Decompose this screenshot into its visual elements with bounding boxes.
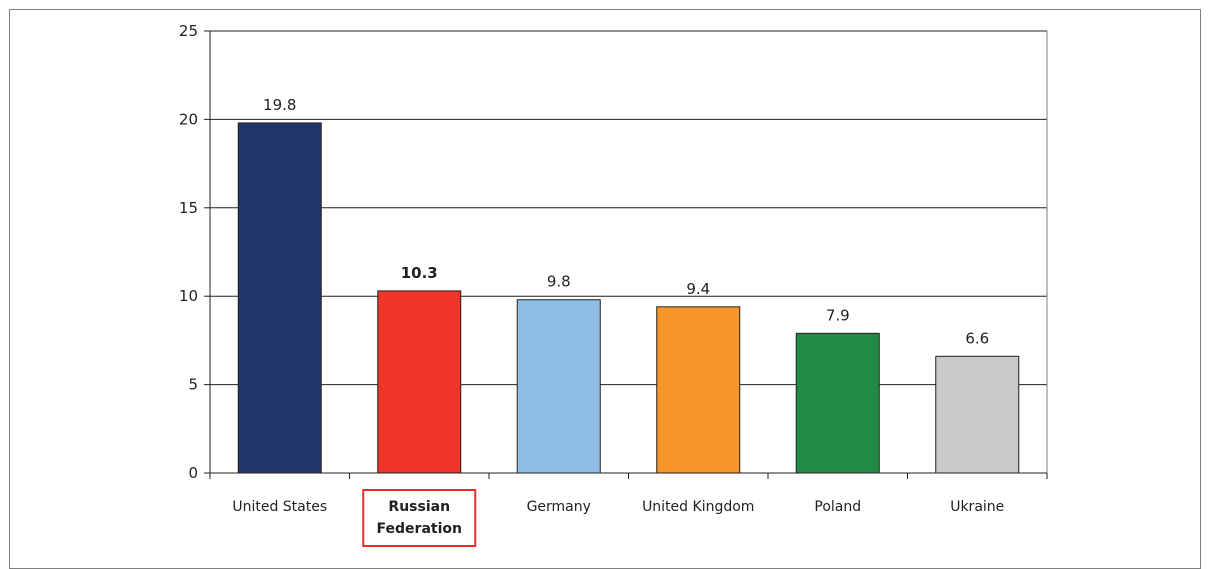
bar-united-states (237, 122, 322, 474)
bar-russian-federation (377, 290, 462, 474)
y-tick-labels: 0 5 10 15 20 25 (179, 22, 198, 482)
x-label-poland: Poland (814, 499, 861, 515)
data-labels: 19.8 10.3 9.8 9.4 7.9 6.6 (263, 96, 989, 347)
bar-chart: 0 5 10 15 20 25 United States Russian Federatio… (179, 22, 1048, 547)
x-label-russian-federation: Russian Federation (377, 499, 462, 537)
bars (237, 122, 1020, 474)
x-category-labels: United States Russian Federation Germany Uni… (232, 489, 1004, 547)
data-label-united-kingdom: 9.4 (686, 280, 710, 298)
data-label-united-states: 19.8 (263, 96, 296, 114)
chart-frame: 0 5 10 15 20 25 United States Russian Federatio… (9, 9, 1201, 569)
y-tick-label-20: 20 (179, 110, 198, 128)
x-label-united-kingdom: United Kingdom (642, 499, 754, 515)
highlight-box (362, 489, 477, 547)
x-label-united-states: United States (232, 499, 327, 515)
y-tick-label-0: 0 (188, 464, 198, 482)
x-label-germany: Germany (527, 499, 591, 515)
y-tick-label-25: 25 (179, 22, 198, 40)
bar-united-kingdom (656, 306, 741, 474)
y-tick-label-10: 10 (179, 287, 198, 305)
data-label-ukraine: 6.6 (965, 329, 989, 347)
data-label-poland: 7.9 (826, 306, 850, 324)
bar-ukraine (935, 355, 1020, 474)
bar-poland (795, 332, 880, 474)
x-label-ukraine: Ukraine (950, 499, 1004, 515)
y-tick-label-15: 15 (179, 199, 198, 217)
data-label-germany: 9.8 (547, 273, 571, 291)
axes (204, 30, 1048, 479)
bar-germany (516, 299, 601, 474)
gridlines (210, 30, 1047, 386)
data-label-russian-federation: 10.3 (401, 264, 438, 282)
y-tick-label-5: 5 (188, 376, 198, 394)
